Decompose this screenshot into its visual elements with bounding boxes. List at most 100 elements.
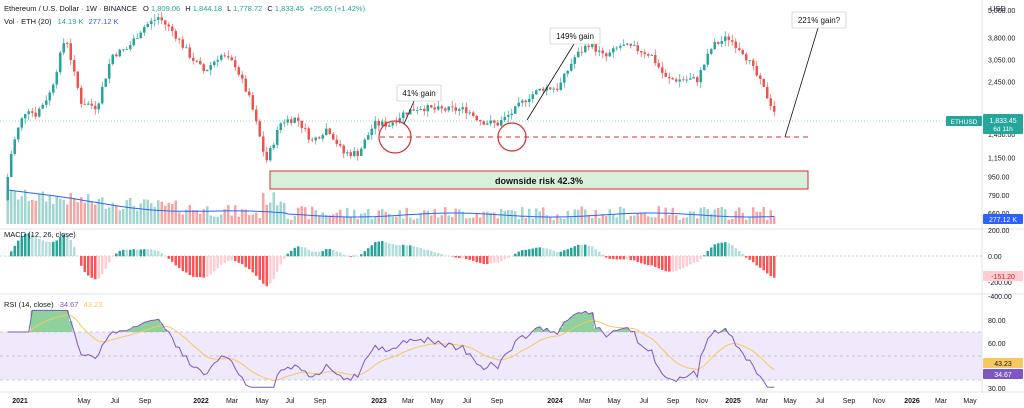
candle-body [454, 107, 457, 111]
macd-bar [489, 256, 492, 264]
volume-bar [199, 213, 202, 224]
circle-2023-retest [497, 122, 527, 152]
volume-bar [20, 196, 23, 224]
macd-bar [377, 241, 380, 257]
time-tick-label: Sep [491, 398, 504, 405]
volume-bar [24, 189, 27, 224]
macd-bar [202, 256, 205, 278]
volume-bar [286, 218, 289, 224]
macd-bar [66, 234, 69, 257]
volume-bar [773, 216, 776, 224]
candle-body [157, 17, 160, 20]
candle-body [209, 65, 212, 70]
macd-bar [731, 245, 734, 257]
rsi-line [7, 309, 775, 388]
time-tick-label: Mar [579, 398, 592, 405]
macd-bar [139, 249, 142, 257]
candle-body [10, 154, 13, 177]
volume-bar [500, 208, 503, 224]
gain1-arrow [403, 100, 415, 125]
volume-bar [318, 215, 321, 224]
candle-body [48, 92, 51, 101]
candle-body [20, 118, 23, 128]
candle-body [584, 45, 587, 53]
candles [6, 11, 776, 201]
candle-body [419, 108, 422, 110]
volume-bar [402, 218, 405, 224]
macd-bar [622, 256, 625, 260]
time-tick-label: Jul [640, 398, 649, 405]
candle-body [164, 20, 167, 25]
macd-bar [367, 248, 370, 257]
candle-body [451, 106, 454, 108]
volume-bar [122, 208, 125, 224]
macd-bar [388, 243, 391, 257]
time-tick-label: Sep [667, 398, 680, 405]
volume-bar [356, 219, 359, 224]
macd-bar [538, 247, 541, 257]
volume-bar [734, 211, 737, 224]
volume-bar [360, 213, 363, 224]
macd-bar [727, 243, 730, 257]
candle-body [566, 70, 569, 74]
price-badge-symbol: ETHUSD [951, 119, 978, 126]
rsi-tick-label: 80.00 [988, 318, 1006, 325]
volume-bar [297, 207, 300, 224]
macd-bar [370, 245, 373, 257]
volume-bar [629, 215, 632, 224]
volume-bar [255, 212, 258, 224]
candle-body [87, 103, 90, 105]
volume-bar [769, 210, 772, 224]
candle-body [132, 38, 135, 46]
macd-bar [598, 251, 601, 257]
volume-bar [262, 193, 265, 224]
candle-body [192, 57, 195, 61]
candle-body [685, 79, 688, 81]
volume-bar [143, 199, 146, 224]
time-tick-label: Sep [139, 398, 152, 405]
macd-bar [594, 249, 597, 257]
candle-body [580, 51, 583, 53]
candle-body [440, 106, 443, 109]
macd-bar [276, 256, 279, 272]
candle-body [405, 112, 408, 115]
volume-bar [118, 210, 121, 224]
volume-bar [97, 198, 100, 224]
volume-bar [244, 209, 247, 224]
candle-body [612, 48, 615, 53]
candle-body [153, 19, 156, 21]
price-tick-label: 790.00 [988, 193, 1010, 200]
candle-body [360, 148, 363, 156]
candle-body [668, 76, 671, 79]
ethusd-price-badge[interactable]: ETHUSD 1,833.45 6d 11h [946, 114, 1023, 134]
macd-bar [458, 256, 461, 259]
candle-body [150, 20, 153, 25]
macd-bar [24, 233, 27, 257]
volume-bar [577, 209, 580, 224]
downside-zone [269, 170, 809, 190]
candle-body [654, 55, 657, 64]
macd-bar [689, 256, 692, 265]
macd-bar [136, 249, 139, 257]
volume-bar [661, 218, 664, 224]
macd-bar [514, 253, 517, 257]
candle-body [598, 50, 601, 52]
candle-body [759, 75, 762, 79]
volume-bar [531, 218, 534, 224]
macd-bar [419, 248, 422, 257]
candle-body [115, 54, 118, 57]
macd-tick-label: 0.00 [988, 254, 1002, 261]
candle-body [199, 60, 202, 65]
volume-bar [391, 216, 394, 224]
macd-bar [311, 251, 314, 257]
candle-body [682, 79, 685, 81]
volume-bar [115, 205, 118, 224]
macd-bar [559, 251, 562, 257]
volume-bar [101, 197, 104, 224]
macd-bar [657, 256, 660, 269]
candle-body [272, 144, 275, 148]
candle-body [479, 120, 482, 122]
volume-bar [615, 217, 618, 224]
volume-bar [293, 215, 296, 224]
